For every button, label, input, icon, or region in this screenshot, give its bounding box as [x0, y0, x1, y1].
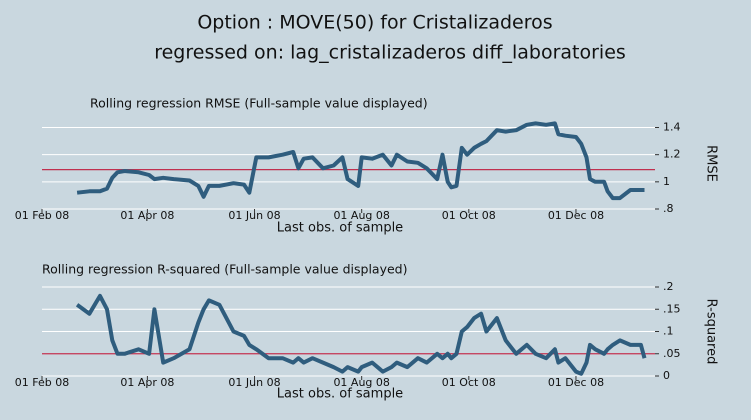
x-tick-label: 01 Oct 08 — [442, 209, 496, 222]
y-axis-label: R-squared — [704, 299, 719, 365]
main-subtitle: regressed on: lag_cristalizaderos diff_l… — [154, 42, 626, 64]
x-tick-label: 01 Aug 08 — [333, 376, 389, 389]
x-tick-label: 01 Dec 08 — [548, 376, 604, 389]
y-tick-label: 1 — [663, 175, 670, 188]
y-tick-label: .1 — [663, 325, 674, 338]
y-tick-label: 0 — [663, 369, 670, 382]
x-tick-label: 01 Apr 08 — [120, 209, 174, 222]
series-line — [75, 293, 647, 376]
x-tick-label: 01 Oct 08 — [442, 376, 496, 389]
y-axis-label: RMSE — [704, 145, 719, 182]
series-line — [76, 121, 645, 201]
x-tick-label: 01 Aug 08 — [333, 209, 389, 222]
x-axis-label: Last obs. of sample — [277, 221, 403, 236]
x-axis-label: Last obs. of sample — [277, 387, 403, 402]
x-tick-label: 01 Jun 08 — [228, 376, 280, 389]
y-tick-label: 1.2 — [663, 148, 681, 161]
x-tick-label: 01 Feb 08 — [15, 376, 69, 389]
y-tick-label: .8 — [663, 202, 674, 215]
main-title: Option : MOVE(50) for Cristalizaderos — [197, 12, 552, 34]
y-tick-label: .15 — [663, 302, 681, 315]
panel-title: Rolling regression R-squared (Full-sampl… — [42, 262, 407, 277]
panel-title: Rolling regression RMSE (Full-sample val… — [90, 96, 428, 111]
x-tick-label: 01 Dec 08 — [548, 209, 604, 222]
x-tick-label: 01 Apr 08 — [120, 376, 174, 389]
y-tick-label: .05 — [663, 347, 681, 360]
x-tick-label: 01 Jun 08 — [228, 209, 280, 222]
y-tick-label: .2 — [663, 280, 674, 293]
y-tick-label: 1.4 — [663, 121, 681, 134]
x-tick-label: 01 Feb 08 — [15, 209, 69, 222]
